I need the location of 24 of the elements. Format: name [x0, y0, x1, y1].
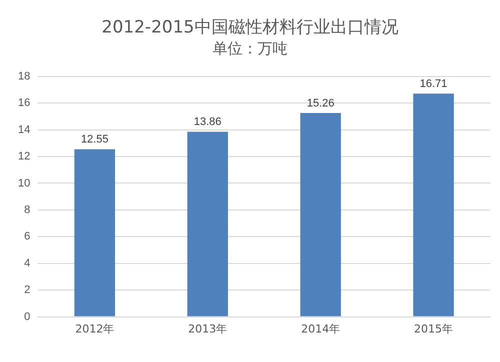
- bar: [413, 94, 454, 316]
- x-tick-label: 2013年: [188, 322, 228, 336]
- y-tick-label: 0: [24, 310, 30, 323]
- x-tick-label: 2012年: [75, 322, 114, 336]
- data-label: 15.26: [306, 98, 334, 110]
- chart-title: 2012-2015中国磁性材料行业出口情况: [102, 18, 398, 38]
- y-tick-label: 14: [18, 124, 30, 136]
- data-label: 12.55: [80, 134, 108, 146]
- y-tick-label: 16: [18, 97, 30, 110]
- data-label: 16.71: [420, 78, 448, 90]
- bar: [300, 112, 341, 316]
- x-tick-label: 2014年: [301, 322, 340, 336]
- chart-subtitle: 单位：万吨: [212, 39, 288, 58]
- y-tick-label: 4: [24, 257, 30, 270]
- x-tick-label: 2015年: [414, 322, 454, 336]
- bar: [74, 149, 116, 316]
- y-tick-label: 6: [24, 230, 30, 243]
- y-tick-label: 10: [18, 177, 30, 190]
- y-tick-label: 8: [24, 204, 30, 216]
- y-tick-label: 12: [18, 150, 30, 163]
- bar: [187, 132, 228, 316]
- data-label: 13.86: [194, 116, 222, 128]
- y-tick-label: 18: [18, 70, 30, 82]
- y-tick-label: 2: [24, 284, 30, 296]
